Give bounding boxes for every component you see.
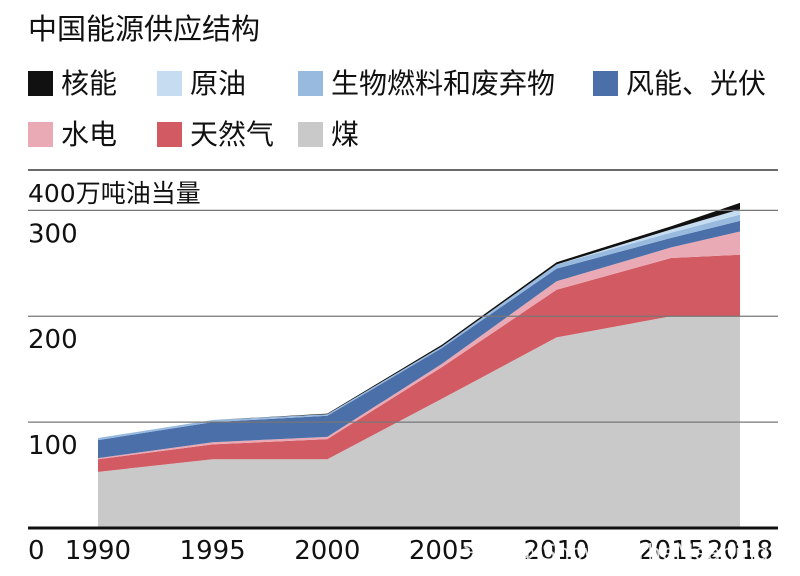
legend-4-swatch (28, 122, 53, 147)
legend-4-label: 水电 (61, 118, 117, 151)
y-tick-labels: 0 100 200 300 (28, 219, 78, 566)
x-tick-label: 2015 (638, 536, 704, 566)
area-series-4 (98, 231, 740, 460)
legend-2-label: 生物燃料和废弃物 (331, 67, 555, 100)
x-tick-label: 1995 (180, 536, 246, 566)
y-axis-label: 400万吨油当量 (28, 179, 201, 208)
chart-title: 中国能源供应结构 (28, 12, 260, 46)
x-tick-label: 2018 (707, 536, 773, 566)
x-tick-label: 2010 (523, 536, 589, 566)
legend-1-swatch (157, 71, 182, 96)
legend-6-swatch (298, 122, 323, 147)
areas (98, 202, 740, 528)
legend-0-label: 核能 (61, 67, 117, 100)
legend-0-swatch (28, 71, 53, 96)
x-tick-label: 2000 (294, 536, 360, 566)
area-series-5 (98, 254, 740, 472)
x-tick-labels: 1990 1995 2000 2005 2010 2015 2018 (65, 536, 773, 566)
legend-2-swatch (298, 71, 323, 96)
legend-1-label: 原油 (190, 67, 246, 100)
y-tick-label: 300 (28, 219, 78, 249)
legend-6-label: 煤 (331, 118, 359, 151)
x-tick-label: 2005 (409, 536, 475, 566)
area-series-0 (98, 202, 740, 438)
x-tick-label: 1990 (65, 536, 131, 566)
area-series-3 (98, 220, 740, 459)
legend-3-swatch (593, 71, 618, 96)
y-tick-label: 200 (28, 325, 78, 355)
legend-5-swatch (157, 122, 182, 147)
legend-3-label: 风能、光伏 (626, 67, 766, 100)
legend-5-label: 天然气 (190, 118, 274, 151)
watermark: 头条 @ ShowMeTheMeaning (462, 541, 769, 566)
gridlines (28, 209, 778, 423)
y-tick-label: 0 (28, 536, 45, 566)
y-tick-label: 100 (28, 431, 78, 461)
